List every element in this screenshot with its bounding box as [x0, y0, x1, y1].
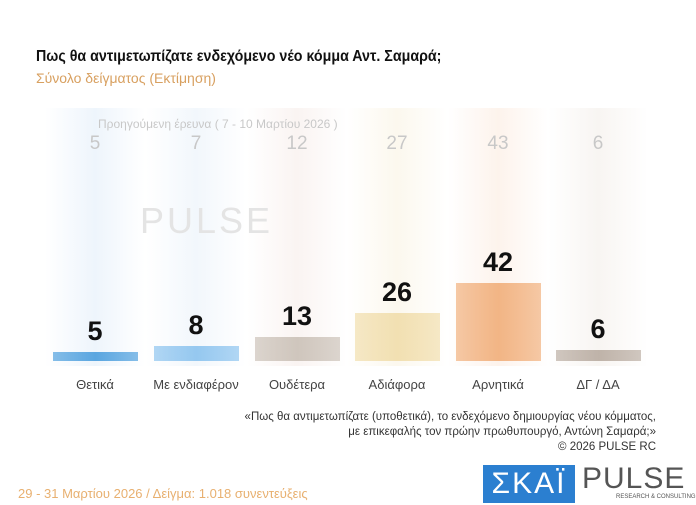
bar-value-label: 26	[381, 276, 413, 307]
bar	[53, 351, 138, 361]
footer-sample-info: 29 - 31 Μαρτίου 2026 / Δείγμα: 1.018 συν…	[18, 486, 308, 501]
note-line: με επικεφαλής τον πρώην πρωθυπουργό, Αντ…	[348, 426, 656, 438]
bar	[154, 346, 239, 361]
previous-value-label: 43	[487, 133, 509, 154]
bar	[255, 336, 340, 361]
bar	[355, 312, 440, 361]
previous-survey-label: Προηγούμενη έρευνα ( 7 - 10 Μαρτίου 2026…	[98, 117, 338, 131]
chart-subtitle: Σύνολο δείγματος (Εκτίμηση)	[36, 70, 216, 86]
note-line: «Πως θα αντιμετωπίζατε (υποθετικά), το ε…	[244, 411, 656, 423]
previous-value-label: 12	[286, 133, 308, 154]
bar-value-label: 42	[482, 247, 514, 278]
bar-value-label: 8	[188, 310, 204, 341]
previous-value-label: 7	[190, 133, 202, 154]
category-label: Ουδέτερα	[268, 377, 326, 392]
category-label: Θετικά	[76, 377, 114, 392]
column-background	[45, 108, 145, 366]
bar	[456, 283, 541, 361]
bar-value-label: 5	[87, 315, 103, 346]
column-background	[247, 108, 347, 366]
previous-value-label: 5	[89, 133, 101, 154]
question-note: «Πως θα αντιμετωπίζατε (υποθετικά), το ε…	[245, 410, 656, 455]
category-label: Αρνητικά	[472, 377, 524, 392]
category-label: Αδιάφορα	[368, 377, 426, 392]
previous-value-label: 27	[386, 133, 408, 154]
bar	[556, 349, 641, 361]
pulse-logo-subtitle: RESEARCH & CONSULTING	[616, 494, 696, 500]
pulse-logo: PULSE	[582, 462, 686, 495]
column-background	[146, 108, 246, 366]
category-label: ΔΓ / ΔΑ	[576, 377, 620, 392]
bar-value-label: 13	[281, 300, 313, 331]
skai-logo: ΣΚΑΪ	[483, 465, 575, 503]
category-label: Με ενδιαφέρον	[153, 377, 239, 392]
watermark: PULSE	[140, 200, 274, 241]
previous-value-label: 6	[592, 133, 604, 154]
bar-value-label: 6	[590, 313, 606, 344]
copyright: © 2026 PULSE RC	[558, 441, 656, 453]
chart-title: Πως θα αντιμετωπίζατε ενδεχόμενο νέο κόμ…	[36, 48, 442, 65]
column-background	[548, 108, 648, 366]
